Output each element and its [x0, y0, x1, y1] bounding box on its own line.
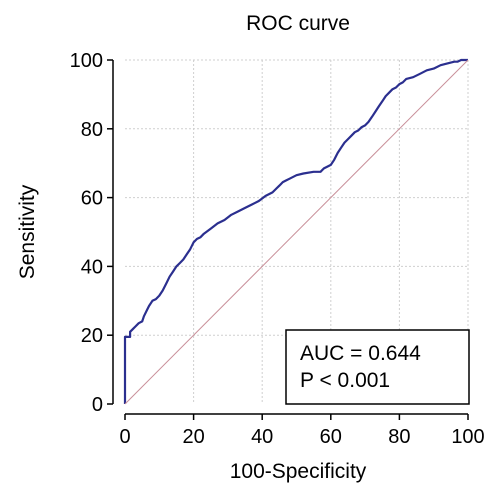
chart-title: ROC curve — [246, 12, 350, 35]
annotation-box — [285, 329, 470, 405]
x-tick-label: 40 — [251, 426, 273, 448]
x-tick-label: 80 — [388, 426, 410, 448]
x-tick-label: 100 — [451, 426, 484, 448]
y-tick-label: 0 — [92, 394, 103, 416]
x-tick-label: 0 — [119, 426, 130, 448]
reference-diagonal-line — [124, 59, 469, 405]
annotation-text: P < 0.001 — [300, 369, 390, 392]
y-tick-label: 60 — [81, 188, 103, 210]
y-axis-label: Sensitivity — [16, 184, 39, 279]
annotation-text: AUC = 0.644 — [300, 342, 421, 365]
y-tick-label: 80 — [81, 119, 103, 141]
y-tick-label: 20 — [81, 325, 103, 347]
y-tick-label: 100 — [70, 50, 103, 72]
roc-curve-line — [123, 58, 468, 404]
y-tick-label: 40 — [81, 256, 103, 278]
x-tick-label: 20 — [182, 426, 204, 448]
x-tick-label: 60 — [320, 426, 342, 448]
x-axis-label: 100-Specificity — [230, 460, 367, 483]
